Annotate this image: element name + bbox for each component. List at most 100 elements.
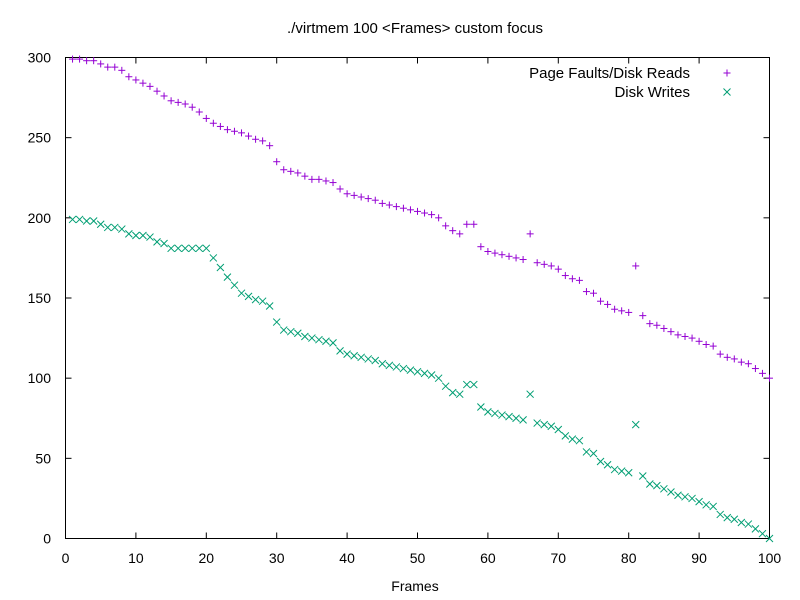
page-fault-point [315,175,323,183]
page-fault-point [167,97,175,105]
disk-write-point [702,500,710,509]
disk-write-point [237,289,246,298]
page-fault-point [526,230,534,238]
page-fault-point [97,60,105,68]
page-fault-point [498,251,506,259]
y-tick-label: 250 [28,130,52,146]
disk-write-point [723,513,732,522]
disk-write-point [568,435,577,443]
disk-write-point [709,502,718,511]
disk-write-point [364,355,373,363]
page-fault-point [646,320,654,328]
disk-write-point [484,407,492,416]
page-fault-point [336,185,344,193]
disk-write-point [427,371,436,379]
disk-write-point [322,337,330,346]
disk-write-point [202,244,211,253]
axis-ticks [65,57,770,539]
disk-write-point [378,359,387,368]
page-fault-point [308,175,316,183]
y-tick-label: 50 [35,450,51,466]
page-fault-point [83,57,91,65]
page-fault-point [146,82,154,90]
plot-frame [65,57,770,539]
disk-write-point [153,238,161,246]
page-fault-point [723,353,731,361]
disk-write-point [645,480,654,488]
disk-write-point [160,239,168,248]
legend: Page Faults/Disk Reads Disk Writes [529,65,731,101]
page-fault-point [216,122,224,130]
disk-write-point [399,364,408,373]
disk-write-point [441,382,450,391]
page-fault-point [294,169,302,177]
page-fault-point [322,177,330,185]
disk-write-point [737,518,746,527]
legend-marker-disk-writes [723,88,731,96]
disk-write-point [505,412,513,421]
page-fault-point [252,135,260,143]
page-fault-point [125,73,133,81]
page-fault-point [414,207,421,215]
disk-write-point [638,472,647,480]
disk-write-point [406,366,415,375]
page-fault-point [554,265,562,273]
disk-write-point [279,326,288,334]
disk-write-point [315,335,323,344]
disk-write-point [75,215,84,224]
page-fault-point [561,272,569,280]
disk-write-point [308,334,316,342]
page-fault-point [371,196,379,204]
disk-write-point [526,390,534,399]
page-fault-point [104,63,112,71]
page-fault-point [505,252,513,260]
page-fault-point [209,119,217,127]
legend-label-disk-writes: Disk Writes [614,84,690,101]
page-fault-point [385,201,393,209]
page-fault-point [174,98,182,106]
x-tick-label: 100 [758,550,782,566]
disk-write-point [448,388,457,397]
page-fault-point [364,195,372,203]
page-fault-point [435,214,443,222]
page-fault-point [399,204,407,212]
disk-write-point [554,425,563,434]
disk-write-point [674,491,682,500]
page-fault-point [709,342,717,350]
page-fault-point [540,260,548,268]
disk-write-point [469,380,478,389]
disk-write-point [455,390,464,399]
disk-write-point [575,436,584,445]
page-fault-point [202,114,210,122]
disk-write-point [434,374,443,383]
data-points [68,55,774,543]
disk-write-point [462,380,471,389]
disk-write-point [744,520,753,528]
disk-write-point [660,484,668,493]
page-fault-point [456,230,464,238]
disk-write-point [716,510,725,519]
page-fault-point [744,360,752,368]
disk-write-point [540,420,549,429]
page-fault-point [343,190,351,198]
disk-write-point [695,497,703,506]
disk-write-point [413,367,422,376]
page-fault-point [329,179,337,187]
disk-write-point [624,468,633,477]
page-fault-point [421,209,429,217]
disk-write-point [272,318,281,326]
y-tick-label: 300 [28,50,52,66]
page-fault-point [139,79,147,87]
disk-write-point [286,327,295,336]
disk-write-point [589,449,598,458]
disk-write-point [631,420,640,429]
disk-write-point [385,361,394,370]
disk-write-point [125,230,133,238]
x-tick-label: 40 [339,550,355,566]
page-fault-point [463,220,471,228]
x-tick-label: 80 [621,550,637,566]
disk-write-point [420,369,429,378]
page-fault-point [76,55,84,63]
disk-write-point [68,215,77,224]
page-fault-point [519,256,527,264]
